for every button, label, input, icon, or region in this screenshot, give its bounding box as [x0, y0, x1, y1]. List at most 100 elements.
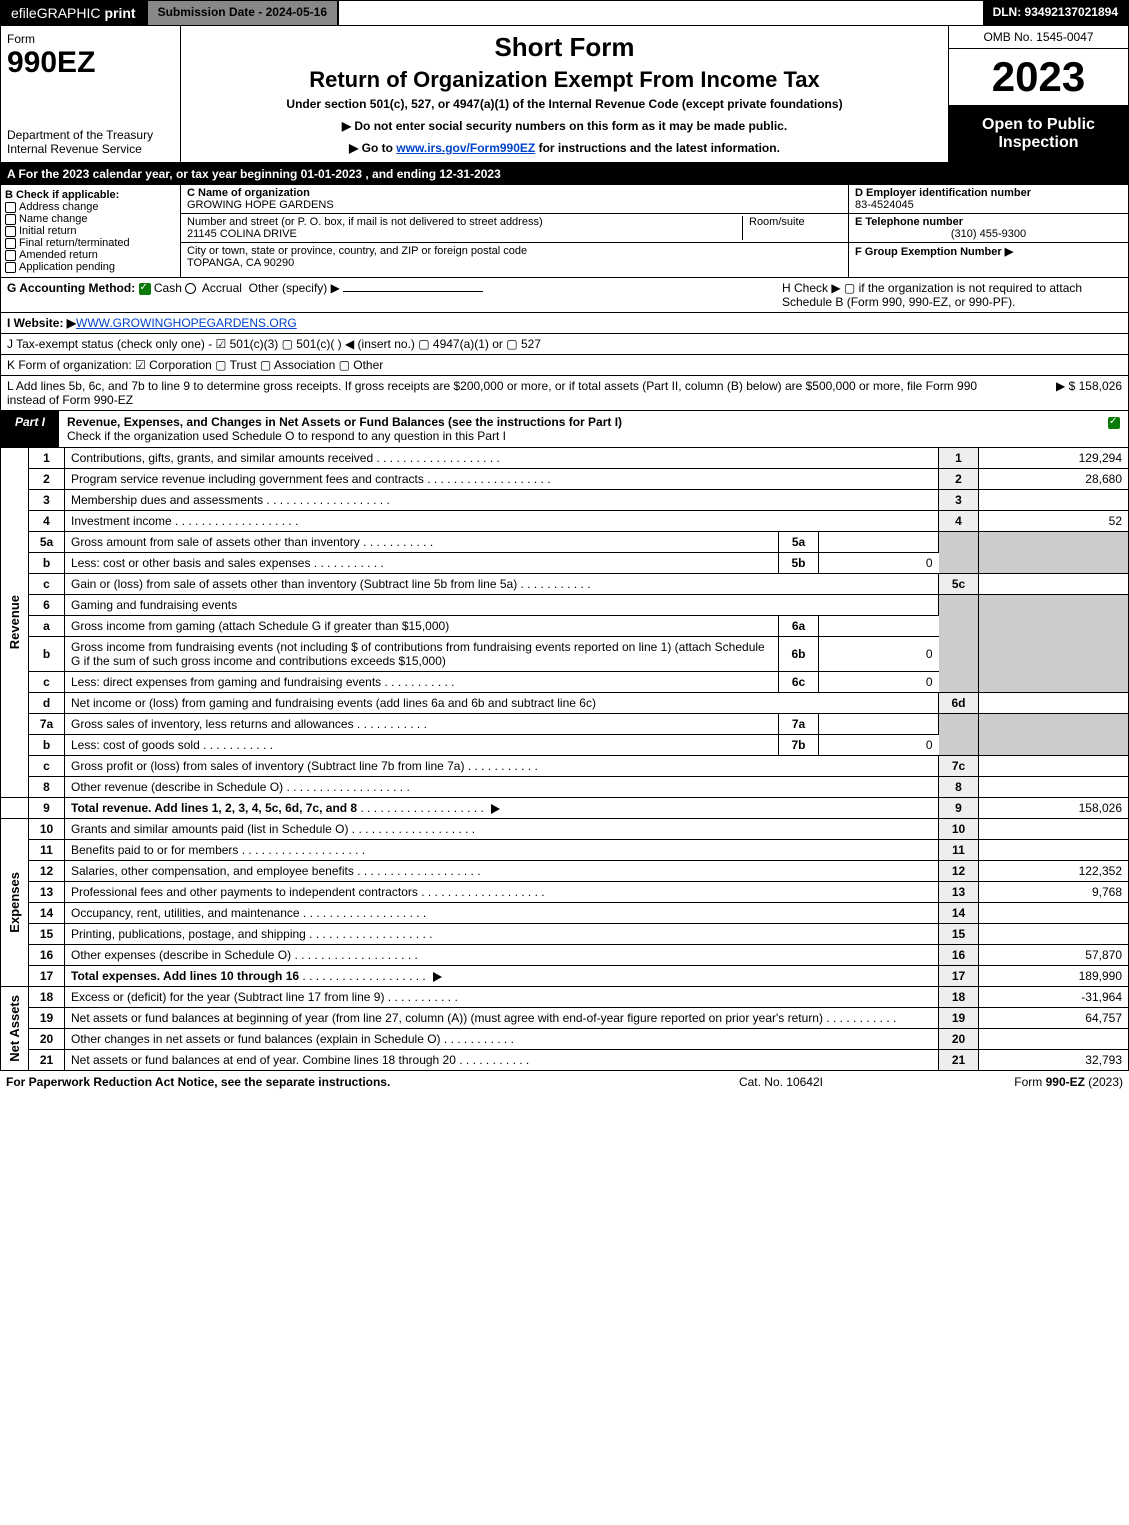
box-number: 11 — [939, 840, 979, 861]
chk-final-return[interactable]: Final return/terminated — [5, 237, 176, 249]
street-row: Number and street (or P. O. box, if mail… — [181, 214, 848, 243]
table-row: 19Net assets or fund balances at beginni… — [1, 1008, 1129, 1029]
line-h: H Check ▶ ▢ if the organization is not r… — [782, 281, 1122, 309]
checkbox-filled-icon — [139, 283, 151, 295]
amount: 9,768 — [979, 882, 1129, 903]
box-number: 18 — [939, 987, 979, 1008]
phone-label: E Telephone number — [855, 216, 963, 228]
j-text: J Tax-exempt status (check only one) - ☑… — [7, 337, 541, 351]
line-desc: Other expenses (describe in Schedule O) — [65, 945, 939, 966]
amount: 28,680 — [979, 469, 1129, 490]
line-number: 15 — [29, 924, 65, 945]
checkbox-icon — [5, 226, 16, 237]
column-b: B Check if applicable: Address change Na… — [1, 185, 181, 277]
tax-year: 2023 — [949, 49, 1128, 106]
line-number: 17 — [29, 966, 65, 987]
box-number: 19 — [939, 1008, 979, 1029]
chk-amended[interactable]: Amended return — [5, 249, 176, 261]
header-center: Short Form Return of Organization Exempt… — [181, 26, 948, 162]
line-number: 13 — [29, 882, 65, 903]
table-row: 9 Total revenue. Add lines 1, 2, 3, 4, 5c… — [1, 798, 1129, 819]
group-exemption-row: F Group Exemption Number ▶ — [849, 243, 1128, 260]
arrow-icon — [491, 804, 500, 814]
section-a: A For the 2023 calendar year, or tax yea… — [0, 163, 1129, 185]
title-main: Return of Organization Exempt From Incom… — [187, 67, 942, 93]
line-number: 11 — [29, 840, 65, 861]
table-row: Expenses 10Grants and similar amounts pa… — [1, 819, 1129, 840]
sub-number: 5b — [779, 553, 819, 574]
chk-initial-return[interactable]: Initial return — [5, 225, 176, 237]
print-label: print — [104, 5, 135, 21]
line-desc: Net assets or fund balances at beginning… — [65, 1008, 939, 1029]
chk-address-change[interactable]: Address change — [5, 201, 176, 213]
part-i-checkbox[interactable] — [1100, 411, 1128, 447]
line-desc: Gross profit or (loss) from sales of inv… — [65, 756, 939, 777]
line-desc: Excess or (deficit) for the year (Subtra… — [65, 987, 939, 1008]
checkbox-icon — [5, 238, 16, 249]
line-desc: Less: cost of goods sold — [65, 735, 779, 756]
line-desc: Professional fees and other payments to … — [65, 882, 939, 903]
amount: -31,964 — [979, 987, 1129, 1008]
revenue-section-label: Revenue — [1, 448, 29, 798]
dln: DLN: 93492137021894 — [983, 1, 1128, 25]
org-name-value: GROWING HOPE GARDENS — [187, 199, 334, 211]
header-right: OMB No. 1545-0047 2023 Open to Public In… — [948, 26, 1128, 162]
line-i: I Website: ▶WWW.GROWINGHOPEGARDENS.ORG — [0, 313, 1129, 334]
sub-amount: 0 — [819, 553, 939, 574]
line-k: K Form of organization: ☑ Corporation ▢ … — [0, 355, 1129, 376]
part-i-table: Revenue 1Contributions, gifts, grants, a… — [0, 448, 1129, 1071]
ein-label: D Employer identification number — [855, 187, 1031, 199]
line-number: 19 — [29, 1008, 65, 1029]
amount — [979, 1029, 1129, 1050]
table-row: 14Occupancy, rent, utilities, and mainte… — [1, 903, 1129, 924]
footer-right: Form 990-EZ (2023) — [823, 1075, 1123, 1089]
shaded-cell — [979, 595, 1129, 693]
line-number: 18 — [29, 987, 65, 1008]
line-desc: Grants and similar amounts paid (list in… — [65, 819, 939, 840]
box-number: 20 — [939, 1029, 979, 1050]
line-number: 12 — [29, 861, 65, 882]
header-left: Form 990EZ Department of the Treasury In… — [1, 26, 181, 162]
table-row: 21Net assets or fund balances at end of … — [1, 1050, 1129, 1071]
subtitle: Under section 501(c), 527, or 4947(a)(1)… — [187, 97, 942, 111]
box-number: 9 — [939, 798, 979, 819]
line-9-text: Total revenue. Add lines 1, 2, 3, 4, 5c,… — [71, 801, 357, 815]
amount: 57,870 — [979, 945, 1129, 966]
street-value: 21145 COLINA DRIVE — [187, 228, 297, 240]
efile-label: efile — [11, 5, 37, 21]
footer-form-no: 990-EZ — [1046, 1075, 1085, 1089]
chk-label: Name change — [19, 213, 88, 225]
table-row: 5aGross amount from sale of assets other… — [1, 532, 1129, 553]
amount — [979, 756, 1129, 777]
irs-link[interactable]: www.irs.gov/Form990EZ — [396, 141, 535, 155]
chk-label: Amended return — [19, 249, 98, 261]
form-word: Form — [7, 32, 174, 46]
line-desc: Benefits paid to or for members — [65, 840, 939, 861]
chk-pending[interactable]: Application pending — [5, 261, 176, 273]
amount — [979, 777, 1129, 798]
checkbox-icon — [5, 250, 16, 261]
sub-amount: 0 — [819, 637, 939, 672]
line-desc: Contributions, gifts, grants, and simila… — [65, 448, 939, 469]
line-number: 7a — [29, 714, 65, 735]
table-row: 12Salaries, other compensation, and empl… — [1, 861, 1129, 882]
line-number: 3 — [29, 490, 65, 511]
website-link[interactable]: WWW.GROWINGHOPEGARDENS.ORG — [76, 316, 297, 330]
chk-name-change[interactable]: Name change — [5, 213, 176, 225]
box-number: 16 — [939, 945, 979, 966]
table-row: Revenue 1Contributions, gifts, grants, a… — [1, 448, 1129, 469]
footer-form-pre: Form — [1014, 1075, 1045, 1089]
part-i-check-text: Check if the organization used Schedule … — [67, 429, 506, 443]
sub-number: 7b — [779, 735, 819, 756]
i-label: I Website: ▶ — [7, 316, 76, 330]
line-number: 21 — [29, 1050, 65, 1071]
city-label: City or town, state or province, country… — [187, 245, 527, 257]
efile-button[interactable]: efile GRAPHIC print — [1, 1, 146, 25]
sub-number: 7a — [779, 714, 819, 735]
line-desc: Membership dues and assessments — [65, 490, 939, 511]
title-short: Short Form — [187, 32, 942, 63]
part-i-tag: Part I — [1, 411, 59, 447]
table-row: 11Benefits paid to or for members11 — [1, 840, 1129, 861]
box-number: 13 — [939, 882, 979, 903]
top-bar: efile GRAPHIC print Submission Date - 20… — [0, 0, 1129, 26]
